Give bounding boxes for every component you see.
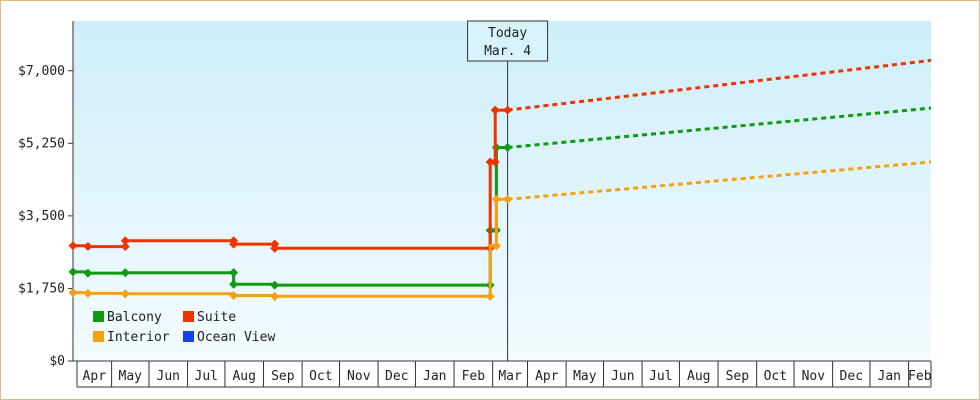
x-tick-label: May bbox=[573, 369, 597, 384]
today-label: Today bbox=[488, 26, 527, 41]
balcony-point bbox=[229, 268, 239, 278]
y-tick-label: $1,750 bbox=[18, 281, 65, 296]
suite-point bbox=[490, 157, 500, 167]
x-tick-label: Aug bbox=[687, 369, 710, 384]
suite-point bbox=[270, 243, 280, 253]
x-tick-label: Mar bbox=[498, 369, 522, 384]
x-tick-label: Apr bbox=[535, 369, 559, 384]
balcony-point bbox=[68, 267, 78, 277]
suite-point bbox=[68, 241, 78, 251]
legend-swatch-interior bbox=[93, 331, 104, 342]
balcony-forecast-line bbox=[507, 106, 932, 149]
suite-point bbox=[120, 236, 130, 246]
suite-point bbox=[120, 242, 130, 252]
x-tick-label: Apr bbox=[83, 369, 107, 384]
x-tick-label: Feb bbox=[908, 369, 932, 384]
y-tick-label: $7,000 bbox=[18, 64, 65, 79]
y-tick-label: $0 bbox=[49, 354, 65, 369]
legend-label-suite: Suite bbox=[197, 310, 236, 325]
interior-point bbox=[491, 241, 501, 251]
legend-label-balcony: Balcony bbox=[107, 310, 162, 325]
x-tick-label: Jul bbox=[195, 369, 218, 384]
legend-swatch-balcony bbox=[93, 311, 104, 322]
x-tick-label: Sep bbox=[726, 369, 750, 384]
today-box bbox=[467, 20, 549, 62]
interior-point bbox=[503, 194, 513, 204]
interior-point bbox=[120, 289, 130, 299]
interior-point bbox=[229, 290, 239, 300]
x-tick-label: Sep bbox=[271, 369, 295, 384]
x-tick-label: Feb bbox=[462, 369, 486, 384]
suite-point bbox=[83, 242, 93, 252]
x-tick-label: Dec bbox=[840, 369, 863, 384]
x-tick-label: Nov bbox=[347, 369, 371, 384]
suite-point bbox=[490, 105, 500, 115]
interior-point bbox=[68, 288, 78, 298]
legend-label-interior: Interior bbox=[107, 330, 170, 345]
y-tick-label: $3,500 bbox=[18, 209, 65, 224]
x-tick-label: May bbox=[119, 369, 143, 384]
interior-point bbox=[485, 291, 495, 301]
x-tick-label: Jun bbox=[611, 369, 634, 384]
x-tick-label: Nov bbox=[802, 369, 826, 384]
balcony-point bbox=[120, 268, 130, 278]
legend-label-ocean-view: Ocean View bbox=[197, 330, 275, 345]
x-tick-label: Aug bbox=[232, 369, 255, 384]
x-tick-label: Jan bbox=[878, 369, 901, 384]
x-tick-label: Jul bbox=[649, 369, 672, 384]
balcony-point bbox=[503, 142, 513, 152]
interior-point bbox=[270, 291, 280, 301]
suite-point bbox=[229, 239, 239, 249]
suite-point bbox=[503, 105, 513, 115]
y-tick-label: $5,250 bbox=[18, 136, 65, 151]
suite-point bbox=[485, 157, 495, 167]
today-date-label: Mar. 4 bbox=[484, 44, 531, 59]
x-tick-label: Oct bbox=[764, 369, 787, 384]
legend-swatch-suite bbox=[183, 311, 194, 322]
x-tick-label: Oct bbox=[309, 369, 332, 384]
balcony-point bbox=[270, 280, 280, 290]
interior-point bbox=[491, 194, 501, 204]
interior-forecast-line bbox=[507, 160, 932, 201]
x-tick-label: Dec bbox=[385, 369, 408, 384]
x-tick-label: Jan bbox=[423, 369, 446, 384]
suite-forecast-line bbox=[507, 58, 932, 112]
balcony-point bbox=[229, 279, 239, 289]
x-tick-label: Jun bbox=[157, 369, 180, 384]
legend-swatch-ocean-view bbox=[183, 331, 194, 342]
interior-point bbox=[83, 288, 93, 298]
balcony-point bbox=[83, 268, 93, 278]
